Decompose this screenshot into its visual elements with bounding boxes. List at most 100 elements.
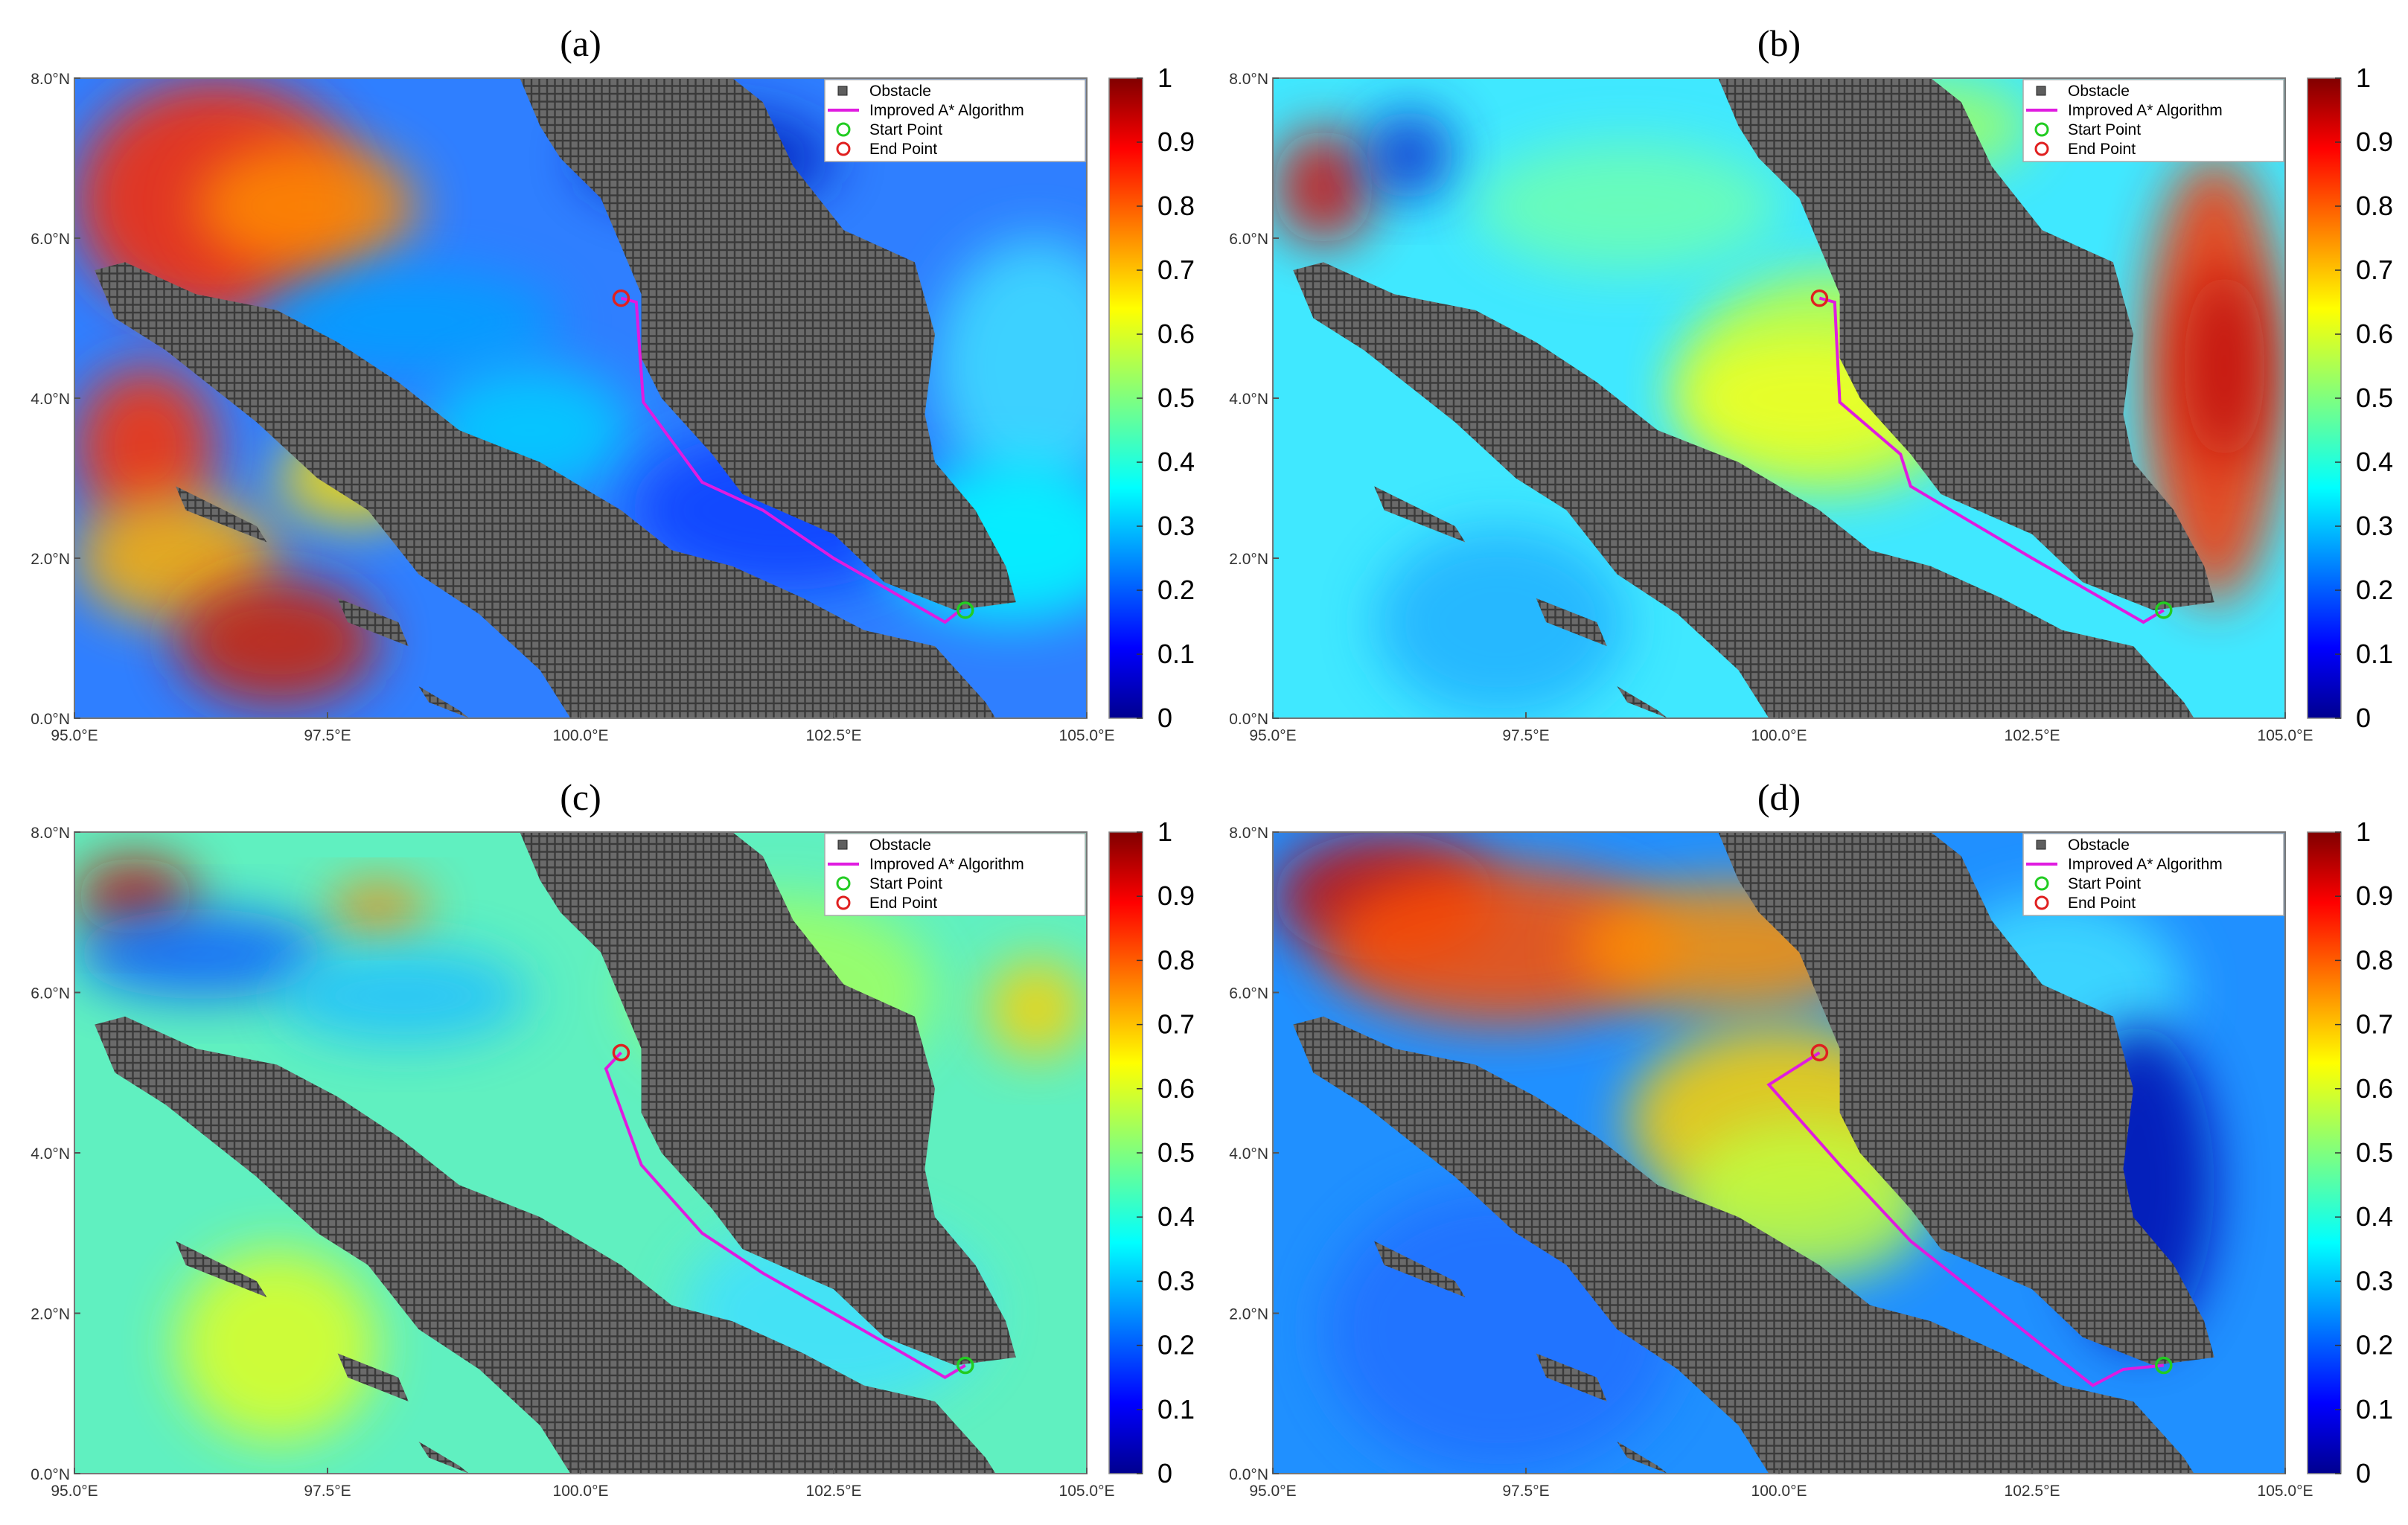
colorbar-tick-label: 1 <box>1157 816 1172 847</box>
x-tick-label: 105.0°E <box>1059 1483 1115 1500</box>
colorbar-tick-label: 0.6 <box>1157 319 1195 349</box>
colorbar-tick-label: 0.4 <box>2356 1201 2393 1232</box>
panel-title: (d) <box>1757 776 1801 818</box>
y-tick-label: 0.0°N <box>1229 1466 1268 1483</box>
y-tick-label: 8.0°N <box>1229 825 1268 842</box>
colorbar-tick-label: 0.9 <box>2356 127 2393 157</box>
colorbar-tick-label: 0.3 <box>1157 1265 1195 1296</box>
obstacle-island <box>418 686 470 718</box>
colorbar: 0 0.1 0.2 0.3 0.4 0.5 0.6 0.7 0.8 0.9 1 <box>1108 63 1195 733</box>
start-point-marker <box>957 601 974 619</box>
y-tick-label: 0.0°N <box>31 1466 70 1483</box>
obstacle-island <box>176 1241 267 1297</box>
y-tick-label: 6.0°N <box>1229 231 1268 248</box>
colorbar-tick-label: 0.5 <box>2356 1137 2393 1168</box>
legend-swatch-start <box>2034 876 2049 891</box>
colorbar-tick-label: 0.5 <box>1157 383 1195 413</box>
legend-label: Start Point <box>2068 121 2141 138</box>
colorbar-tick-label: 0.2 <box>1157 1330 1195 1361</box>
legend-label: Improved A* Algorithm <box>2068 102 2223 119</box>
obstacle-peninsula <box>520 832 1016 1366</box>
series-line-path <box>620 296 962 624</box>
legend-swatch-start <box>2034 122 2049 137</box>
legend-label: End Point <box>869 895 937 912</box>
legend-swatch-end <box>2034 895 2049 910</box>
legend-swatch-obstacle <box>2036 86 2046 96</box>
x-tick-label: 105.0°E <box>2258 1483 2313 1500</box>
colorbar-tick-label: 0.8 <box>2356 944 2393 975</box>
series-line-path <box>604 1051 966 1380</box>
y-tick-label: 2.0°N <box>1229 1306 1268 1323</box>
obstacle-sumatra <box>1293 262 2194 718</box>
colorbar-tick-label: 0.6 <box>2356 319 2393 349</box>
x-tick-label: 97.5°E <box>1502 727 1549 744</box>
colorbar-tick-label: 0.5 <box>2356 383 2393 413</box>
legend-swatch-start <box>836 876 851 891</box>
panels: (a) 95.0°E 97.5°E 100.0°E 102.5°E 105.0°E 0.0°… <box>31 22 2393 1500</box>
y-tick-label: 4.0°N <box>31 391 70 408</box>
colorbar-tick-label: 0.2 <box>1157 575 1195 605</box>
obstacle-island <box>418 1441 470 1474</box>
colorbar-tick-label: 0.1 <box>2356 639 2393 669</box>
legend-label: Improved A* Algorithm <box>869 856 1024 873</box>
colorbar-tick-label: 0.8 <box>2356 191 2393 221</box>
colorbar-tick-label: 0.3 <box>2356 511 2393 541</box>
end-point-marker <box>1810 1043 1829 1062</box>
panel-title: (b) <box>1757 22 1801 64</box>
y-tick-label: 8.0°N <box>1229 71 1268 88</box>
colorbar-tick-label: 0.7 <box>1157 255 1195 285</box>
colorbar-tick-label: 0.1 <box>1157 639 1195 669</box>
colorbar: 0 0.1 0.2 0.3 0.4 0.5 0.6 0.7 0.8 0.9 1 <box>2307 816 2393 1489</box>
colorbar-tick-label: 1 <box>2356 816 2371 847</box>
colorbar: 0 0.1 0.2 0.3 0.4 0.5 0.6 0.7 0.8 0.9 1 <box>2307 63 2393 733</box>
field-blob <box>74 366 217 526</box>
legend-label: Obstacle <box>2068 837 2130 854</box>
colorbar-tick-label: 0.8 <box>1157 191 1195 221</box>
y-tick-label: 0.0°N <box>1229 711 1268 728</box>
field-blob <box>196 142 419 270</box>
panel-b: (b) 95.0°E 97.5°E 100.0°E 102.5°E 105.0°E 0.0°… <box>1229 22 2393 744</box>
legend-label: Improved A* Algorithm <box>869 102 1024 119</box>
colorbar-tick-label: 1 <box>1157 63 1172 93</box>
panel-title: (c) <box>560 776 601 818</box>
field-blob <box>277 947 530 1044</box>
obstacle-island <box>337 598 409 647</box>
legend-label: Improved A* Algorithm <box>2068 856 2223 873</box>
colorbar-tick-label: 0.9 <box>1157 127 1195 157</box>
legend: Obstacle Improved A* Algorithm Start Point… <box>2022 833 2284 916</box>
obstacle-island <box>1536 1353 1607 1401</box>
obstacle-peninsula <box>1718 832 2214 1366</box>
colorbar-tick-label: 0.7 <box>2356 1009 2393 1040</box>
start-point-marker <box>2155 601 2173 619</box>
field-blob <box>74 909 328 1000</box>
y-tick-label: 4.0°N <box>1229 391 1268 408</box>
legend-label: Obstacle <box>869 837 931 854</box>
end-point-marker <box>612 1043 630 1062</box>
colorbar-tick-label: 0.1 <box>2356 1394 2393 1425</box>
obstacle-island <box>1536 598 1607 647</box>
x-tick-label: 100.0°E <box>553 1483 609 1500</box>
field-blob <box>1374 526 1627 718</box>
x-tick-label: 95.0°E <box>51 727 98 744</box>
x-tick-label: 105.0°E <box>2258 727 2313 744</box>
x-tick-label: 97.5°E <box>304 727 351 744</box>
end-point-marker <box>1810 289 1829 307</box>
obstacle-sumatra <box>95 262 996 718</box>
x-tick-label: 97.5°E <box>304 1483 351 1500</box>
legend-box <box>2022 79 2284 162</box>
x-tick-label: 100.0°E <box>1751 727 1807 744</box>
obstacle-sumatra <box>95 1016 996 1474</box>
colorbar-tick-label: 0.7 <box>2356 255 2393 285</box>
legend-label: Start Point <box>869 121 942 138</box>
obstacle-island <box>1617 1441 1668 1474</box>
panel-title: (a) <box>560 22 601 64</box>
plot-area <box>74 832 1087 1474</box>
legend-box <box>824 79 1086 162</box>
obstacle-island <box>337 1353 409 1401</box>
field-blob <box>1323 864 1678 1025</box>
panel-a: (a) 95.0°E 97.5°E 100.0°E 102.5°E 105.0°E 0.0°… <box>31 22 1195 744</box>
colorbar-tick-label: 0.4 <box>2356 447 2393 477</box>
x-tick-label: 95.0°E <box>1249 727 1296 744</box>
y-tick-label: 6.0°N <box>1229 985 1268 1003</box>
